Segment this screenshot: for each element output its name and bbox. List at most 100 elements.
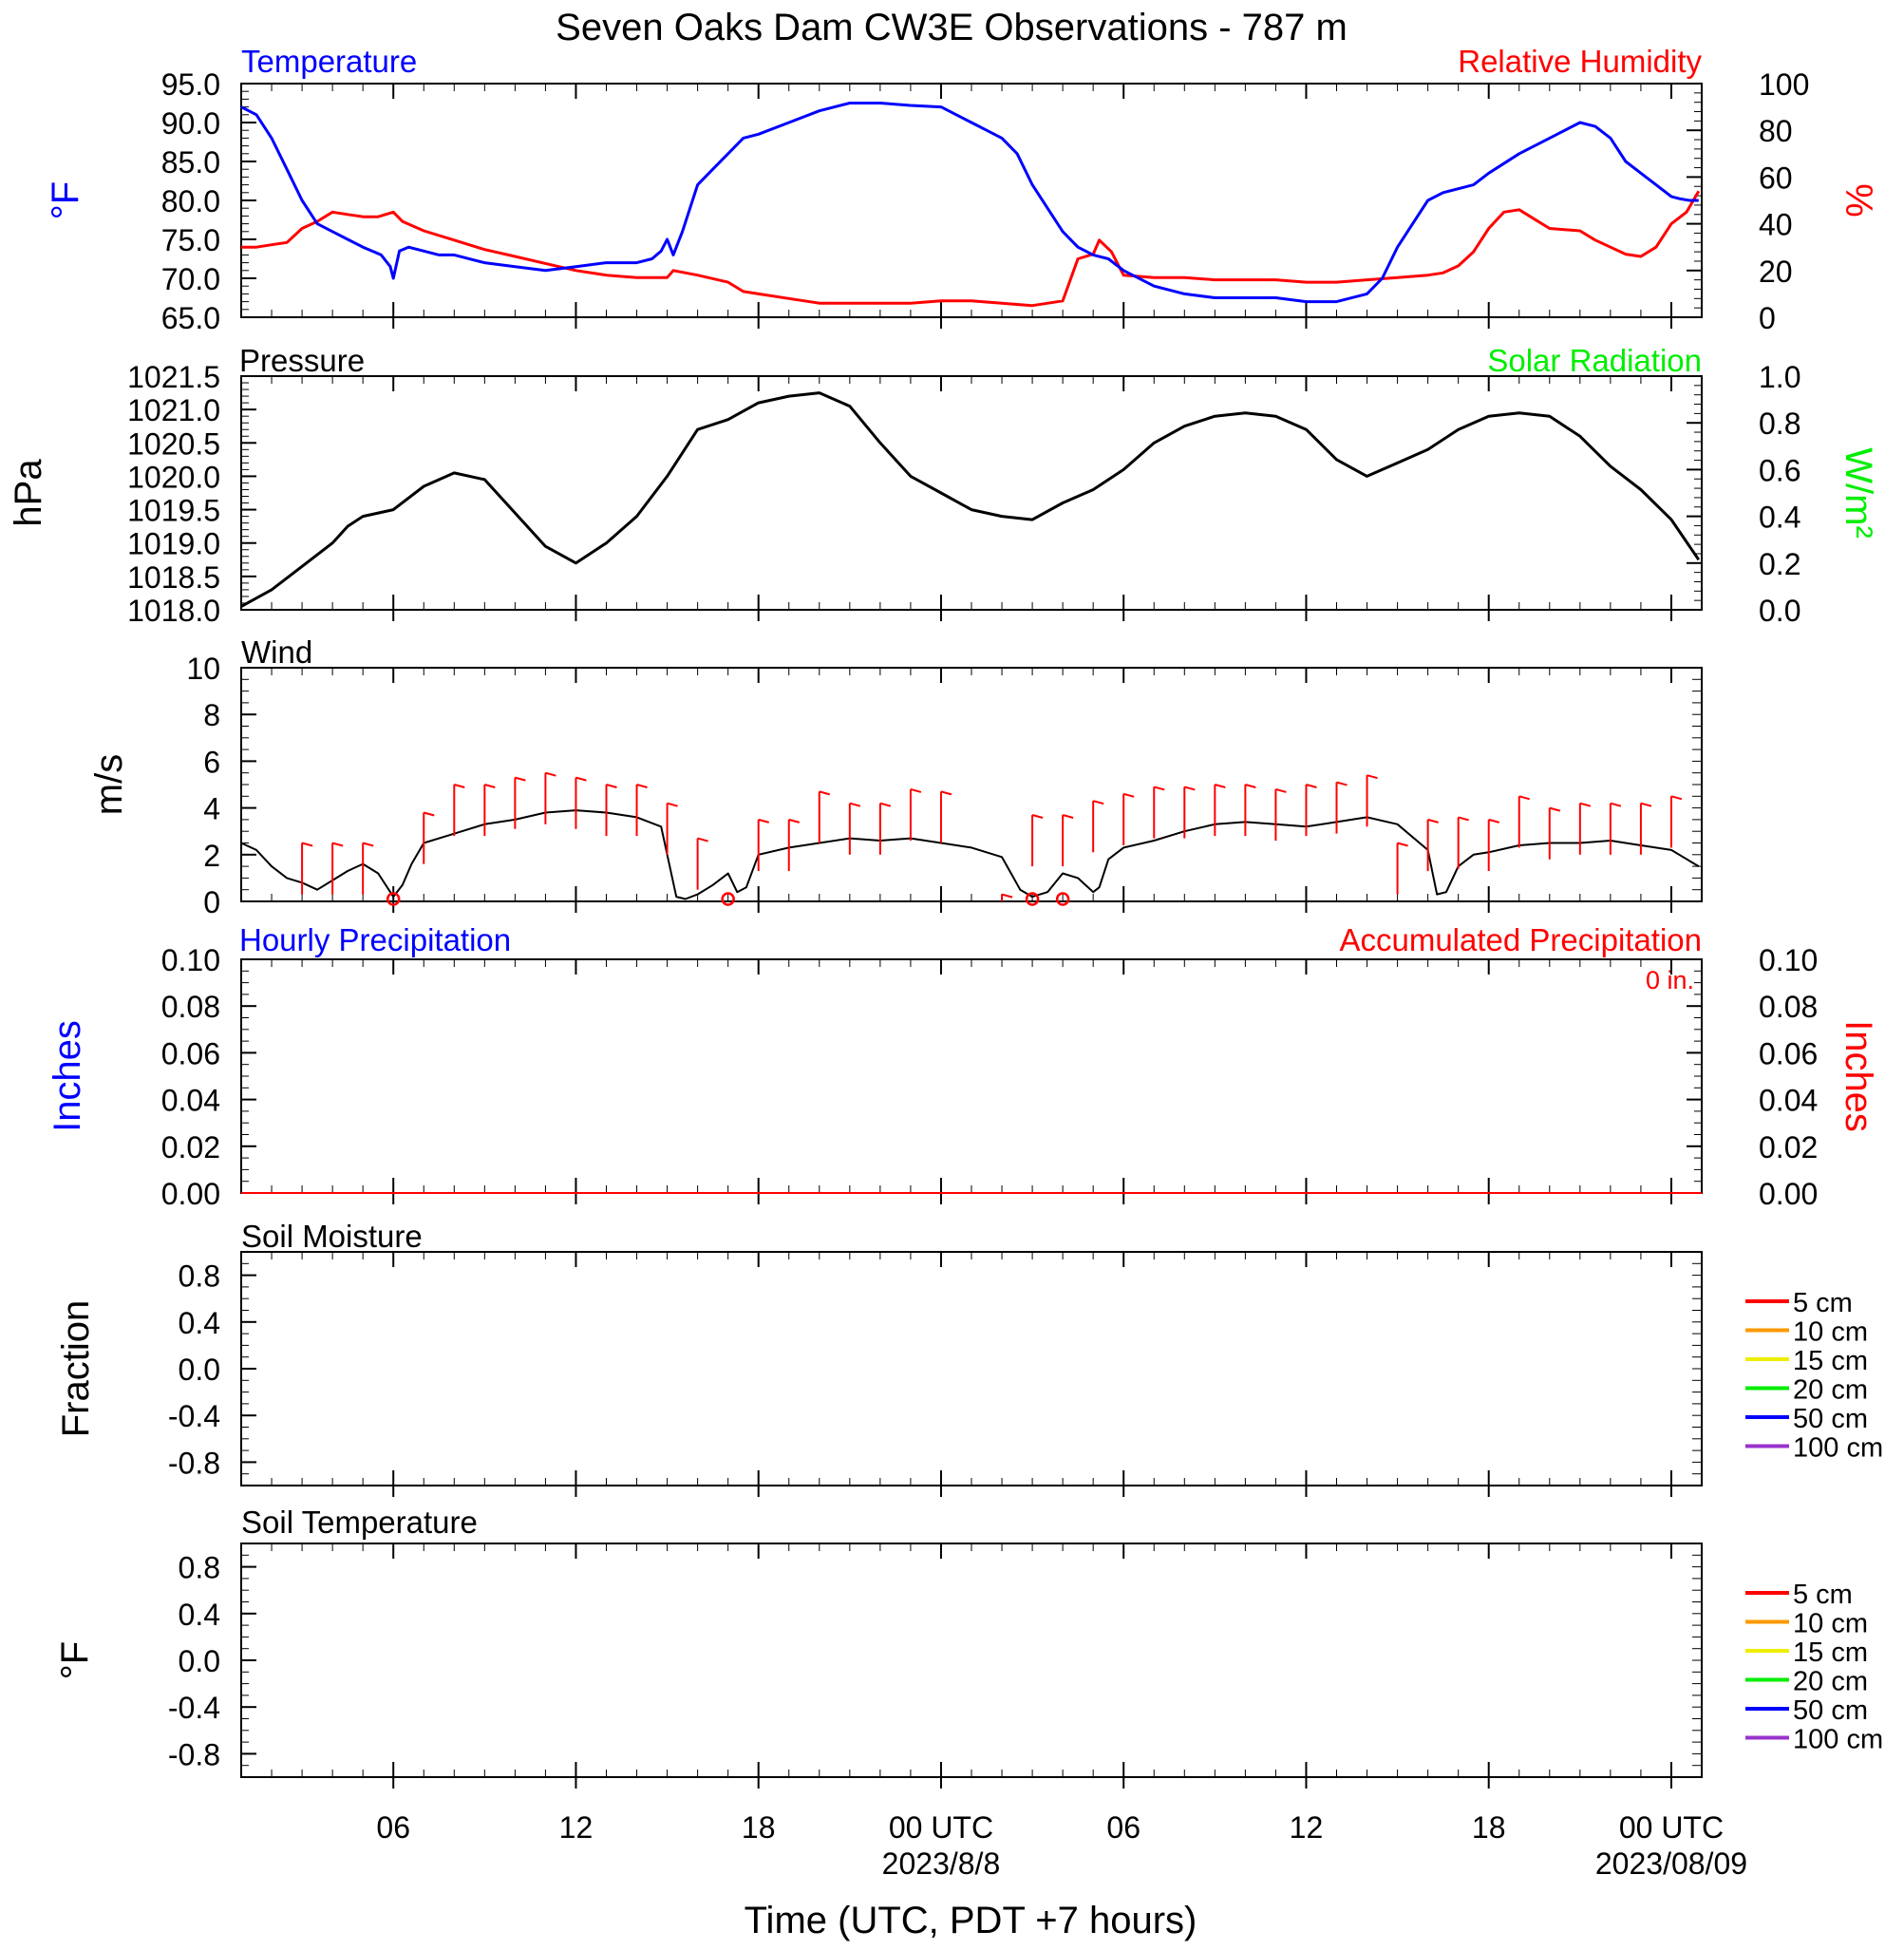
- temperature-plot-frame: [240, 83, 1703, 318]
- soil-moisture-axis-tick-label: 0.8: [179, 1259, 220, 1294]
- soil-moisture-legend-label: 10 cm: [1793, 1317, 1868, 1348]
- time-tick-label: 18: [1472, 1810, 1506, 1845]
- soil-moisture-legend-label: 100 cm: [1793, 1433, 1883, 1464]
- wind-barb-flag: [1031, 814, 1044, 819]
- soil-temperature-legend-label: 50 cm: [1793, 1695, 1868, 1726]
- soil-temperature-title: Soil Temperature: [241, 1505, 478, 1540]
- wind-barb-flag: [1001, 893, 1013, 899]
- soil-temperature-axis-tick-label: -0.4: [168, 1691, 220, 1725]
- soil-temperature-legend-label: 100 cm: [1793, 1725, 1883, 1755]
- soil-moisture-legend-label: 20 cm: [1793, 1375, 1868, 1406]
- precip-axis-tick-label: 0.10: [161, 943, 220, 977]
- humidity-axis-tick-label: 40: [1759, 208, 1793, 242]
- solar-axis-tick-label: 0.2: [1759, 547, 1800, 581]
- soil-moisture-axis-tick-label: 0.0: [179, 1353, 220, 1387]
- soil-moisture-axis-tick-label: -0.8: [168, 1446, 220, 1480]
- wind-barb-flag: [667, 802, 678, 807]
- wind-barb-flag: [423, 811, 435, 817]
- temperature-line: [240, 102, 1699, 304]
- temperature-panel: Temperature Relative Humidity °F % 95.09…: [45, 44, 1879, 335]
- wind-axis-tick-label: 0: [203, 885, 220, 919]
- pressure-panel: Pressure Solar Radiation hPa W/m² 1021.5…: [8, 343, 1879, 628]
- soil-moisture-title: Soil Moisture: [241, 1219, 423, 1254]
- precip-axis-tick-label: 0.08: [161, 990, 220, 1024]
- pressure-title: Pressure: [239, 343, 365, 378]
- soil-temperature-time-ticks: [271, 1543, 1672, 1789]
- wind-barb-flag: [515, 776, 526, 782]
- wind-barb-flag: [819, 790, 831, 796]
- wind-barb-flag: [1458, 816, 1469, 822]
- soil-moisture-axis-ticks: 0.8 0.4 0.0 -0.4 -0.8: [168, 1251, 256, 1486]
- wind-barb-flag: [1336, 781, 1348, 786]
- wind-barb-flag: [1367, 774, 1378, 780]
- soil-temperature-axis-ticks: 0.8 0.4 0.0 -0.4 -0.8: [168, 1543, 256, 1778]
- solar-axis-tick-label: 0.8: [1759, 407, 1800, 441]
- calm-wind-marker: [721, 892, 735, 906]
- temperature-axis-tick-label: 85.0: [161, 145, 220, 180]
- calm-wind-marker: [386, 892, 401, 906]
- pressure-axis-tick-label: 1021.5: [127, 360, 220, 394]
- pressure-axis-tick-label: 1018.5: [127, 560, 220, 595]
- wind-speed-line: [240, 809, 1700, 900]
- pressure-axis-ticks: 1021.51021.01020.51020.01019.51019.01018…: [127, 360, 256, 628]
- time-tick-label: 06: [376, 1810, 410, 1845]
- wind-axis-tick-label: 8: [203, 698, 220, 732]
- soil-temperature-legend-label: 15 cm: [1793, 1638, 1868, 1668]
- wind-barb-flag: [1397, 842, 1408, 847]
- soil-moisture-plot-frame: [240, 1251, 1703, 1486]
- pressure-axis-tick-label: 1019.0: [127, 527, 220, 561]
- pressure-axis-tick-label: 1018.0: [127, 594, 220, 628]
- wind-panel: Wind m/s 10 8 6 4 2 0: [88, 634, 1703, 919]
- soil-moisture-panel: Soil Moisture Fraction 0.8 0.4 0.0 -0.4 -0.8…: [55, 1219, 1883, 1497]
- soil-temperature-legend-label: 10 cm: [1793, 1609, 1868, 1639]
- solar-axis-tick-label: 1.0: [1759, 360, 1800, 394]
- pressure-line: [240, 391, 1701, 608]
- wind-barb-flag: [1184, 786, 1196, 791]
- wind-barb-flag: [1122, 792, 1135, 798]
- soil-moisture-right-ticks: [1692, 1251, 1702, 1486]
- wind-axis-tick-label: 4: [203, 792, 220, 826]
- precip-plot-frame: [240, 958, 1703, 1194]
- precip-axis-tick-label: 0.02: [161, 1130, 220, 1164]
- temperature-axis-tick-label: 95.0: [161, 67, 220, 102]
- wind-barb-flag: [879, 802, 892, 807]
- precip-axis-tick-label: 0.00: [161, 1177, 220, 1211]
- humidity-line: [241, 190, 1701, 308]
- solar-axis-ticks: 1.0 0.8 0.6 0.4 0.2 0.0: [1687, 360, 1800, 628]
- accum-precip-axis-tick-label: 0.00: [1759, 1177, 1818, 1211]
- wind-unit-label: m/s: [88, 754, 130, 815]
- wind-barb-flag: [1275, 787, 1287, 793]
- hourly-precip-unit-label: Inches: [47, 1020, 88, 1132]
- wind-barb-flag: [454, 784, 465, 788]
- wind-barb-flag: [484, 784, 496, 788]
- wind-axis-tick-label: 10: [186, 652, 220, 686]
- precip-axis-tick-label: 0.04: [161, 1084, 220, 1118]
- time-tick-label: 18: [742, 1810, 776, 1845]
- solar-unit-label: W/m²: [1838, 447, 1879, 539]
- calm-wind-marker: [1055, 892, 1070, 906]
- accum-precip-axis-tick-label: 0.04: [1759, 1084, 1818, 1118]
- hourly-precip-title: Hourly Precipitation: [239, 922, 511, 957]
- figure-title: Seven Oaks Dam CW3E Observations - 787 m: [556, 7, 1348, 48]
- wind-barb-flag: [331, 842, 344, 847]
- soil-moisture-legend-label: 15 cm: [1793, 1346, 1868, 1376]
- wind-barb-flag: [910, 787, 922, 793]
- wind-barb-flag: [1670, 795, 1683, 801]
- wind-time-ticks: [271, 668, 1672, 913]
- humidity-axis-tick-label: 100: [1759, 67, 1809, 102]
- accum-precip-axis-tick-label: 0.06: [1759, 1036, 1818, 1070]
- date-label: 2023/8/8: [882, 1846, 1001, 1881]
- solar-axis-tick-label: 0.4: [1759, 501, 1800, 535]
- temperature-axis-tick-label: 65.0: [161, 301, 220, 335]
- temperature-axis-tick-label: 90.0: [161, 106, 220, 141]
- soil-temperature-legend-label: 20 cm: [1793, 1667, 1868, 1697]
- time-tick-label: 00 UTC: [889, 1810, 993, 1845]
- wind-barb-flag: [1062, 814, 1074, 819]
- soil-temperature-plot-frame: [240, 1543, 1703, 1778]
- wind-plot-frame: [240, 667, 1703, 902]
- wind-barb-flag: [1488, 818, 1499, 824]
- accum-precip-title: Accumulated Precipitation: [1339, 922, 1702, 957]
- wind-barb-flag: [940, 790, 952, 796]
